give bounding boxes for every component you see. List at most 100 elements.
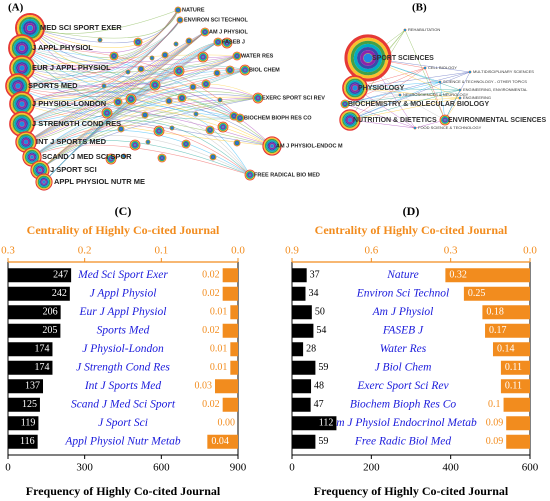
category-label: J Physiol-London [82,343,164,355]
link [349,97,461,121]
link [25,31,206,143]
centrality-bar [215,379,238,394]
centrality-bar [492,342,530,357]
node-core [38,168,42,172]
node-core [239,117,241,119]
link [349,71,471,121]
node-label: CELL BIOLOGY [428,65,457,70]
x-tick-label: 0 [289,462,295,474]
link [21,47,241,120]
node-ring [210,154,216,160]
category-label: Exerc Sport Sci Rev [356,380,449,392]
node-ring [350,83,360,93]
frequency-label: 119 [21,418,36,429]
node-ring [177,69,181,73]
node-ring [228,68,232,72]
node-ring [129,139,141,151]
node-ring [133,37,143,47]
node-ring [175,67,183,75]
node-ring [111,53,117,59]
node-label: BIOCHEM BIOPH RES CO [244,115,312,121]
frequency-label: 59 [318,362,328,373]
node-ring [202,29,208,35]
node-label: J PHYSIOL-LONDON [32,99,106,108]
link [21,55,238,78]
node-core [127,71,129,73]
node-label: FASEB J [222,39,245,45]
frequency-label: 205 [42,325,57,336]
node-ring [441,116,449,124]
node-ring [176,68,182,74]
link [25,31,206,143]
node-core [27,25,33,31]
node-core [171,127,173,129]
node-core [175,43,177,45]
node-ring [106,154,116,164]
node-label: NATURE [182,7,205,13]
centrality-bar [500,379,530,394]
node-ring [35,173,53,191]
node-ring [214,38,222,46]
node-ring [101,107,113,119]
link [21,55,238,93]
node-label: ENGINEERING [463,95,491,100]
node-ring [198,52,208,62]
node-ring [226,66,234,74]
category-label: J Appl Physiol [90,287,157,299]
node-ring [108,156,114,162]
node-core [30,155,34,159]
node-ring [203,81,209,87]
node-ring [340,110,360,130]
link [39,87,259,171]
panel-label: (A) [8,2,24,14]
centrality-label: 0.01 [210,362,228,373]
node-core [151,57,153,59]
node-ring [175,67,183,75]
node-ring [155,127,163,135]
node-ring [221,125,225,129]
node-ring [211,155,215,159]
node-core [244,69,246,71]
node-ring [215,39,221,45]
link [31,130,251,176]
node-ring [183,141,189,147]
node-ring [202,80,210,88]
x2-tick-label: 0.6 [364,245,378,257]
node-ring [209,153,217,161]
node-ring [102,108,112,118]
node-ring [210,154,216,160]
category-label: Am J Physiol [372,306,434,318]
node-ring [339,109,361,131]
centrality-label: 0.03 [195,381,213,392]
x-axis-title: Frequency of Highly Co-cited Journal [314,484,509,498]
node-ring [25,23,35,33]
node-ring [181,139,191,149]
node-ring [175,7,181,13]
frequency-bar [292,379,312,394]
node-ring [255,95,261,101]
node-ring [201,28,209,36]
node-label: PHYSIOLOGY [358,85,405,92]
panel-label: (C) [115,204,132,218]
node-ring [17,43,27,53]
node-core [188,40,190,42]
x-tick-label: 400 [442,462,459,474]
node-ring [103,109,111,117]
x-tick-label: 300 [76,462,93,474]
node-core [444,119,446,121]
node-core [134,144,136,146]
node-ring [112,54,116,58]
node-label: REHABILITATION [408,27,440,32]
centrality-label: 0.32 [449,270,467,281]
link [39,83,259,171]
node-core [24,140,28,144]
x2-tick-label: 0.1 [154,245,168,257]
frequency-label: 174 [34,344,49,355]
node-label: EUR J APPL PHYSIOL [32,63,111,72]
node-ring [165,97,173,105]
link [39,97,259,171]
link [344,81,441,105]
category-label: Eur J Appl Physiol [79,306,167,318]
node-ring [159,155,165,161]
node-ring [177,93,187,103]
